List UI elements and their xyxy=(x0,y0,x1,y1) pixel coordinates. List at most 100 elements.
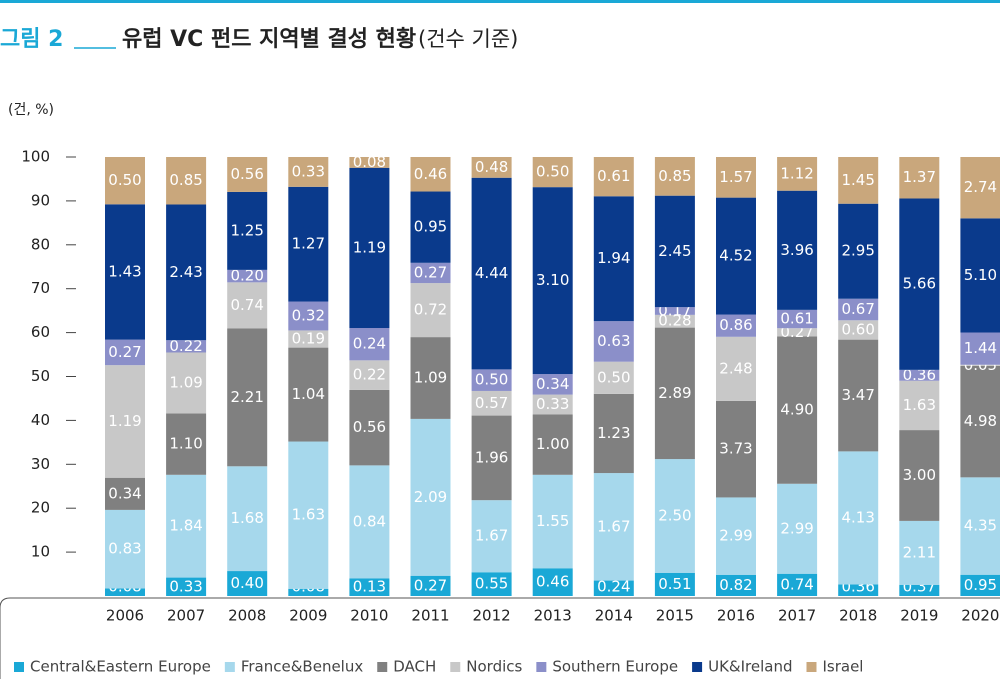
data-label: 2.50 xyxy=(658,506,691,524)
bar-segment xyxy=(349,167,390,329)
data-label: 0.27 xyxy=(108,343,141,361)
bar-segment xyxy=(288,347,329,442)
data-label: 1.44 xyxy=(964,339,997,357)
data-label: 4.35 xyxy=(964,517,997,535)
data-label: 0.60 xyxy=(841,320,874,338)
x-tick-label: 2020 xyxy=(961,607,999,625)
data-label: 0.67 xyxy=(841,300,874,318)
bar-segment xyxy=(716,400,756,498)
data-label: 0.19 xyxy=(292,330,325,348)
bar-segment xyxy=(838,339,879,452)
data-label: 0.74 xyxy=(780,575,813,593)
bar-segment xyxy=(105,157,145,205)
bar-segment xyxy=(960,218,1000,333)
bar-segment xyxy=(532,187,573,375)
bar-segment xyxy=(471,177,512,370)
bar-segment xyxy=(899,369,940,381)
y-tick-label: 50 xyxy=(31,367,50,385)
data-label: 0.57 xyxy=(475,394,508,412)
data-label: 0.72 xyxy=(414,301,447,319)
y-tick-label: 40 xyxy=(31,411,50,429)
legend-swatch xyxy=(806,662,817,672)
legend-label: France&Benelux xyxy=(241,658,364,676)
data-label: 1.19 xyxy=(353,238,386,256)
data-label: 1.04 xyxy=(292,385,325,403)
bar-segment xyxy=(532,394,573,415)
data-label: 1.68 xyxy=(230,509,263,527)
x-tick-label: 2018 xyxy=(839,607,877,625)
bar-segment xyxy=(105,339,145,366)
bar-segment xyxy=(471,369,512,391)
bar-segment xyxy=(166,413,207,475)
bar-segment xyxy=(777,309,818,329)
bar-segment xyxy=(288,588,329,596)
legend-label: Central&Eastern Europe xyxy=(30,658,211,676)
data-label: 1.10 xyxy=(169,435,202,453)
bar-segment xyxy=(227,157,268,192)
bar-segment xyxy=(532,414,573,475)
top-rule xyxy=(0,0,1000,3)
y-axis-label: (건, %) xyxy=(8,102,54,118)
data-label: 0.34 xyxy=(536,375,569,393)
bar-segment xyxy=(654,307,695,315)
data-label: 1.45 xyxy=(841,171,874,189)
data-label: 0.61 xyxy=(780,310,813,328)
bar-segment xyxy=(593,157,634,197)
y-tick-label: 90 xyxy=(31,191,50,209)
x-tick-label: 2014 xyxy=(595,607,633,625)
bar-segment xyxy=(654,195,695,308)
legend-swatch xyxy=(377,662,388,672)
x-tick-label: 2007 xyxy=(167,607,205,625)
bar-segment xyxy=(410,191,451,263)
data-label: 0.55 xyxy=(475,575,508,593)
y-tick-label: 10 xyxy=(31,543,50,561)
data-label: 1.67 xyxy=(475,527,508,545)
data-label: 0.24 xyxy=(597,578,630,596)
bar-segment xyxy=(532,157,573,188)
bar-segment xyxy=(227,466,268,572)
data-label: 0.46 xyxy=(536,573,569,591)
data-label: 0.40 xyxy=(230,574,263,592)
bar-segment xyxy=(838,320,879,340)
data-label: 1.37 xyxy=(903,168,936,186)
data-label: 2.43 xyxy=(169,263,202,281)
data-label: 3.96 xyxy=(780,241,813,259)
legend-swatch xyxy=(14,662,24,672)
bar-segment xyxy=(288,301,329,331)
data-label: 1.00 xyxy=(536,435,569,453)
data-label: 1.09 xyxy=(414,369,447,387)
data-label: 2.74 xyxy=(964,178,997,196)
data-label: 1.12 xyxy=(780,164,813,182)
data-label: 1.43 xyxy=(108,262,141,280)
y-tick-label: 70 xyxy=(31,279,50,297)
bar-segment xyxy=(838,451,879,585)
x-tick-label: 2012 xyxy=(473,607,511,625)
data-label: 1.27 xyxy=(292,235,325,253)
bar-segment xyxy=(349,465,390,579)
data-label: 0.13 xyxy=(353,578,386,596)
bar-segment xyxy=(471,500,512,573)
data-label: 0.83 xyxy=(108,540,141,558)
bar-segment xyxy=(593,580,634,596)
bar-segment xyxy=(410,337,451,419)
bar-segment xyxy=(166,157,207,205)
data-label: 3.10 xyxy=(536,271,569,289)
bar-segment xyxy=(166,352,207,414)
data-label: 4.44 xyxy=(475,264,508,282)
bar-segment xyxy=(777,483,818,574)
bar-segment xyxy=(105,509,145,589)
data-label: 1.09 xyxy=(169,373,202,391)
data-label: 3.00 xyxy=(903,466,936,484)
bar-segment xyxy=(105,477,145,510)
bar-segment xyxy=(349,578,390,596)
bar-segment xyxy=(227,269,268,283)
bar-segment xyxy=(349,389,390,466)
data-label: 0.20 xyxy=(230,267,263,285)
bar-segment xyxy=(593,361,634,394)
x-tick-label: 2019 xyxy=(900,607,938,625)
data-label: 1.19 xyxy=(108,412,141,430)
data-label: 0.33 xyxy=(536,395,569,413)
data-label: 0.50 xyxy=(475,371,508,389)
data-label: 0.24 xyxy=(353,335,386,353)
